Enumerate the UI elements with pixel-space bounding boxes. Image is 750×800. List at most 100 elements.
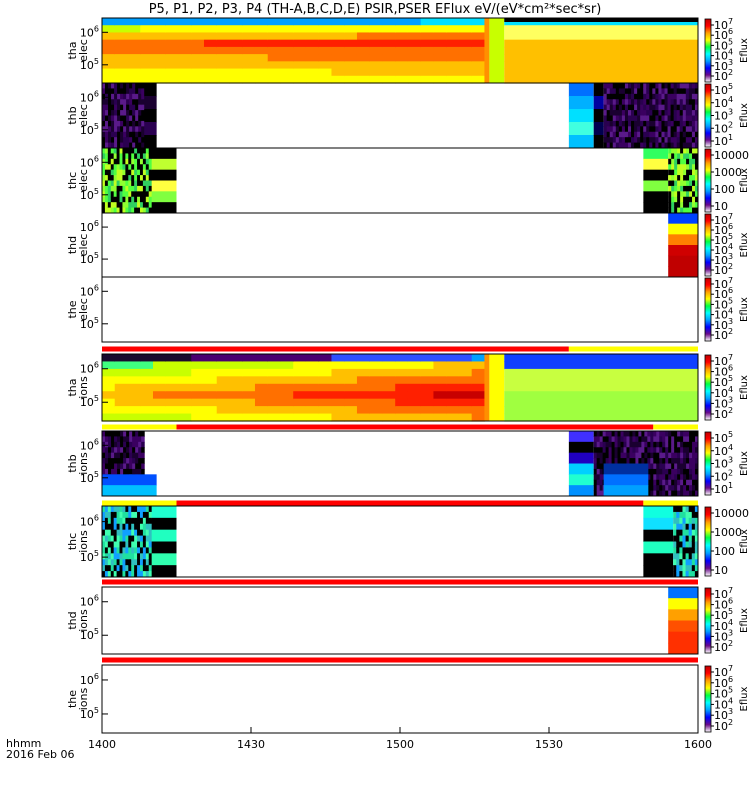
colorbar-label: Eflux — [739, 297, 750, 322]
colorbar-label: Eflux — [739, 232, 750, 257]
panel-frame — [101, 147, 699, 214]
x-axis: 1400 1430 1500 1530 1600 — [88, 727, 712, 751]
x-tick-label: 1430 — [237, 738, 265, 751]
colorbar-label: Eflux — [739, 608, 750, 633]
panel-frame — [101, 505, 699, 578]
time-format-label: hhmm — [6, 737, 42, 750]
colorbar — [704, 213, 712, 277]
y-tick-label: 106 — [80, 361, 99, 376]
time-axis-footer: hhmm 2016 Feb 06 — [6, 738, 74, 760]
panel-ylabel: thdelec — [66, 234, 90, 257]
panel-frame — [101, 212, 699, 278]
y-tick-label: 106 — [80, 24, 99, 39]
mode-bar-the_elec — [102, 346, 698, 352]
colorbar-tick-label: 102 — [714, 327, 733, 342]
y-tick-label: 106 — [80, 672, 99, 687]
chart-title: P5, P1, P2, P3, P4 (TH-A,B,C,D,E) PSIR,P… — [148, 2, 602, 17]
colorbar-label: Eflux — [739, 686, 750, 711]
mode-bar-segment — [176, 424, 654, 430]
colorbar — [704, 148, 712, 213]
x-tick-label: 1500 — [386, 738, 414, 751]
mode-bar-segment — [102, 346, 569, 352]
panel-frame — [101, 353, 699, 422]
y-tick-label: 106 — [80, 514, 99, 529]
mode-bar-thb_ions — [102, 500, 698, 506]
panel-ylabel: theelec — [66, 298, 90, 321]
panel-ylabel: thaions — [66, 376, 90, 399]
colorbar-tick-label: 10000 — [714, 149, 749, 162]
colorbar-tick-label: 10 — [714, 200, 728, 213]
colorbar-tick-label: 101 — [714, 133, 733, 148]
colorbar-label: Eflux — [739, 38, 750, 63]
mode-bar-thd_ions — [102, 657, 698, 663]
colorbar-tick-label: 1000 — [714, 166, 742, 179]
colorbar — [704, 431, 712, 496]
mode-bar-segment — [102, 657, 698, 663]
colorbar-tick-label: 102 — [714, 262, 733, 277]
x-tick-label: 1530 — [535, 738, 563, 751]
panel-ylabel: thbelec — [66, 104, 90, 127]
colorbar-label: Eflux — [739, 103, 750, 128]
x-tick-label: 1600 — [684, 738, 712, 751]
mode-bar-thc_ions — [102, 579, 698, 585]
panel-frame — [101, 276, 699, 343]
colorbar — [704, 665, 712, 733]
panel-frame — [101, 430, 699, 497]
y-tick-label: 106 — [80, 594, 99, 609]
colorbar — [704, 506, 712, 577]
colorbar-tick-label: 100 — [714, 183, 735, 196]
colorbar — [704, 83, 712, 148]
panel-frame — [101, 586, 699, 655]
colorbar-label: Eflux — [739, 451, 750, 476]
mode-bar-segment — [102, 500, 177, 506]
panel-ylabel: thdions — [66, 609, 90, 632]
colorbar-tick-label: 101 — [714, 481, 733, 496]
colorbar-tick-label: 102 — [714, 718, 733, 733]
colorbar-tick-label: 10 — [714, 564, 728, 577]
mode-bar-tha_ions — [102, 424, 698, 430]
colorbar-tick-label: 102 — [714, 639, 733, 654]
mode-bar-segment — [176, 500, 644, 506]
panel-ylabel: thaelec — [66, 39, 90, 62]
panel-ylabel: thbions — [66, 452, 90, 475]
panel-ylabel: theions — [66, 687, 90, 710]
mode-bar-segment — [653, 424, 698, 430]
mode-bar-segment — [643, 500, 698, 506]
panel-frame — [101, 664, 699, 734]
mode-bar-segment — [568, 346, 698, 352]
colorbar — [704, 587, 712, 654]
y-tick-label: 106 — [80, 219, 99, 234]
colorbar-tick-label: 1000 — [714, 526, 742, 539]
colorbar-tick-label: 100 — [714, 545, 735, 558]
colorbar-tick-label: 10000 — [714, 507, 749, 520]
colorbar-label: Eflux — [739, 529, 750, 554]
colorbar-tick-label: 102 — [714, 68, 733, 83]
mode-bar-segment — [102, 579, 698, 585]
panel-ylabel: thcelec — [66, 169, 90, 192]
x-tick-label: 1400 — [88, 738, 116, 751]
colorbar — [704, 277, 712, 342]
date-label: 2016 Feb 06 — [6, 748, 75, 761]
colorbar — [704, 354, 712, 421]
y-tick-label: 106 — [80, 283, 99, 298]
colorbar-label: Eflux — [739, 375, 750, 400]
colorbar-label: Eflux — [739, 168, 750, 193]
y-tick-label: 106 — [80, 437, 99, 452]
y-tick-label: 106 — [80, 154, 99, 169]
y-tick-label: 106 — [80, 89, 99, 104]
colorbar — [704, 18, 712, 83]
mode-bar-segment — [102, 424, 177, 430]
colorbar-tick-label: 102 — [714, 406, 733, 421]
panel-ylabel: thcions — [66, 530, 90, 553]
